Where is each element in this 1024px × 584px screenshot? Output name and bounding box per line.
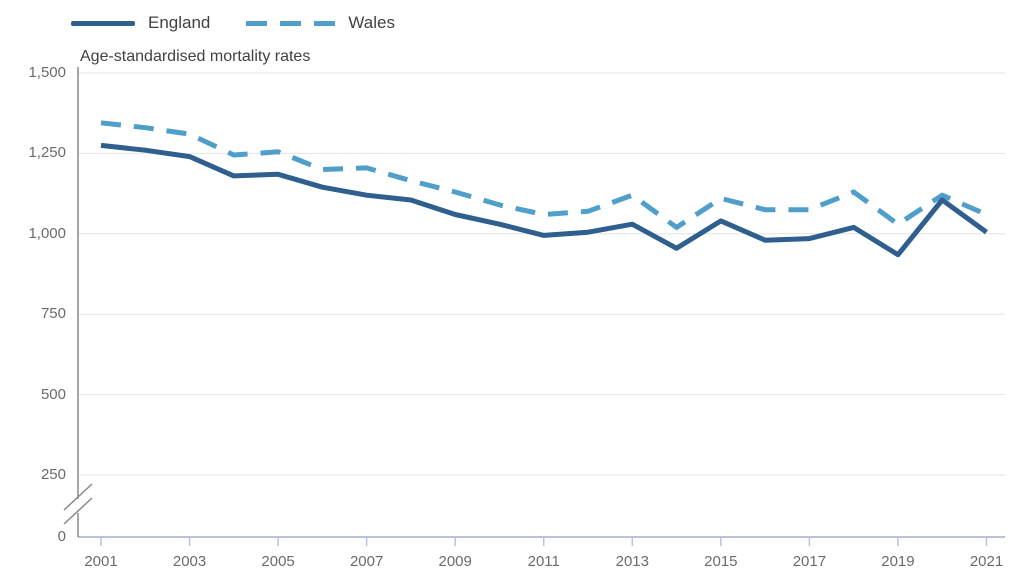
legend-label-england: England	[148, 13, 211, 32]
x-axis-tick-label: 2001	[84, 553, 118, 570]
y-axis-tick-label: 250	[40, 466, 66, 483]
axis-break-slash-icon	[63, 497, 93, 525]
x-axis-tick-label: 2021	[969, 553, 1004, 570]
x-axis-tick-label: 2017	[792, 553, 827, 570]
x-axis-tick-label: 2015	[704, 553, 738, 570]
legend: England Wales	[71, 13, 395, 33]
england-line	[100, 142, 988, 258]
x-axis-tick-label: 2009	[438, 553, 472, 570]
legend-item-england: England	[71, 13, 210, 33]
axis-break-slash-icon	[63, 483, 93, 511]
y-axis-tick-label: 1,250	[28, 144, 66, 162]
x-axis-tick-label: 2003	[172, 553, 207, 570]
england-line-swatch-icon	[71, 20, 135, 26]
wales-line	[100, 120, 988, 230]
legend-item-wales: Wales	[246, 13, 395, 33]
x-axis-tick-label: 2013	[615, 553, 649, 570]
legend-label-wales: Wales	[348, 13, 395, 32]
y-axis-tick-label: 1,500	[28, 64, 66, 81]
wales-dashed-swatch-icon	[246, 20, 336, 26]
y-axis-tick-label: 1,000	[28, 224, 66, 242]
y-axis-tick-label: 750	[40, 305, 66, 323]
x-axis-tick-label: 2019	[881, 553, 915, 570]
y-axis-tick-label: 500	[40, 385, 66, 403]
chart-title: Age-standardised mortality rates	[80, 48, 311, 65]
x-axis-tick-label: 2005	[261, 553, 295, 570]
x-axis-tick-label: 2007	[349, 553, 384, 570]
y-axis-tick-label: 0	[57, 528, 66, 545]
x-axis-tick-label: 2011	[527, 553, 560, 570]
